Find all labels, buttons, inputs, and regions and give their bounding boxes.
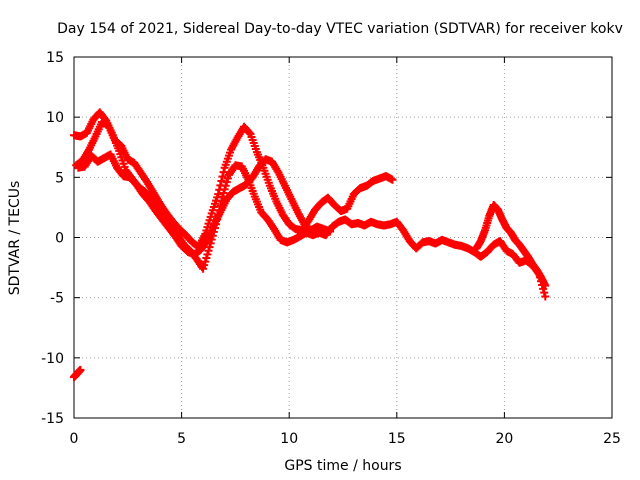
data-point (219, 168, 228, 177)
data-point (217, 176, 226, 185)
x-tick-label: 0 (70, 431, 79, 447)
grid-lines (74, 57, 612, 418)
y-tick-label: 10 (46, 110, 64, 126)
x-tick-label: 10 (280, 431, 298, 447)
x-tick-label: 15 (388, 431, 406, 447)
data-point (214, 190, 223, 199)
y-tick-label: 5 (55, 170, 64, 186)
data-point (216, 181, 225, 190)
series-track-b (72, 117, 397, 252)
x-tick-label: 20 (495, 431, 513, 447)
series-track-d (472, 201, 550, 290)
data-point (215, 185, 224, 194)
y-tick-label: 0 (55, 231, 64, 247)
chart-title: Day 154 of 2021, Sidereal Day-to-day VTE… (57, 21, 623, 37)
x-tick-labels: 0 5 10 15 20 25 (70, 431, 621, 447)
axis-ticks (73, 56, 613, 419)
data-point (218, 172, 227, 181)
y-tick-label: -15 (41, 411, 64, 427)
y-tick-label: 15 (46, 50, 64, 66)
data-point (541, 292, 550, 301)
data-point (541, 281, 550, 290)
data-point (202, 237, 211, 246)
series-track-a (70, 108, 550, 301)
y-tick-label: -5 (50, 291, 64, 307)
x-axis-label: GPS time / hours (284, 458, 401, 474)
data-point (388, 175, 397, 184)
series-track-c (74, 150, 335, 259)
series-track-e (70, 365, 85, 382)
data-point (326, 227, 335, 236)
data-point (245, 128, 254, 137)
data-point (540, 288, 549, 297)
y-axis-label: SDTVAR / TECUs (7, 181, 23, 296)
data-point (76, 365, 85, 374)
x-tick-label: 5 (177, 431, 186, 447)
y-tick-label: -10 (41, 351, 64, 367)
x-tick-label: 25 (603, 431, 621, 447)
data-points (70, 108, 550, 382)
y-tick-labels: -15 -10 -5 0 5 10 15 (41, 50, 64, 427)
